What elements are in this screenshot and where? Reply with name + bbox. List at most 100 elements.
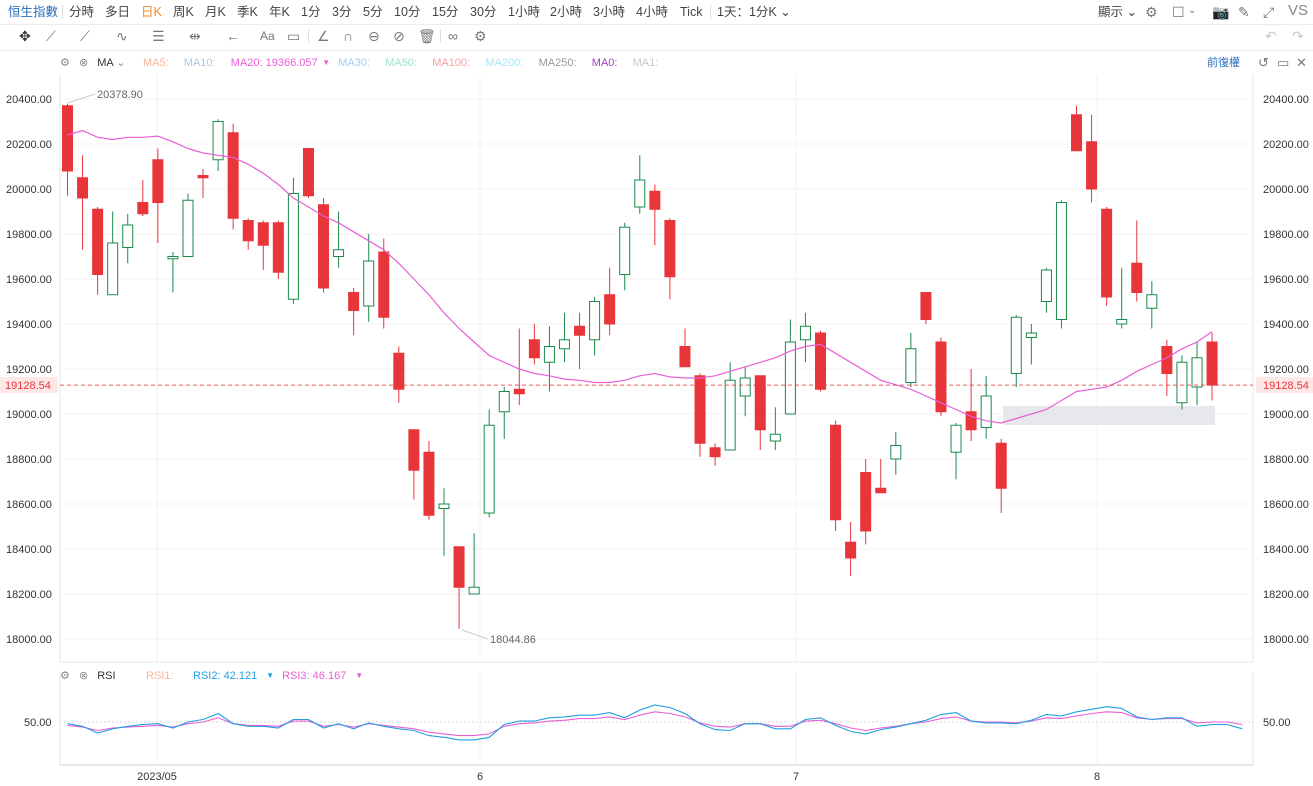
period-tab[interactable]: 5分 [363, 5, 383, 19]
trash-icon[interactable]: 🗑 [418, 28, 436, 44]
period-tab[interactable]: 1分 [301, 5, 321, 19]
lock-icon[interactable]: ⊖ [368, 28, 380, 44]
price-tick-label-right: 18000.00 [1263, 634, 1309, 646]
period-tab[interactable]: 周K [173, 5, 194, 19]
candle-body-down [664, 220, 676, 278]
ma-legend-item[interactable]: MA0: [591, 57, 618, 69]
text-tool-icon[interactable]: Aa [260, 29, 275, 43]
time-tick-label: 8 [1094, 771, 1100, 783]
period-tab[interactable]: 15分 [432, 5, 459, 19]
ma-legend-item[interactable]: MA250: [538, 57, 577, 69]
polyline-icon[interactable]: ∿ [116, 28, 128, 44]
period-tab[interactable]: 年K [269, 5, 290, 19]
period-tab[interactable]: 季K [237, 5, 258, 19]
candle-body-down [423, 451, 435, 516]
move-icon[interactable]: ✥ [19, 28, 31, 44]
restore-icon[interactable]: ▭ [1277, 55, 1290, 70]
chevron-down-icon: ⌄ [780, 5, 791, 19]
ma-legend-item[interactable]: MA200: [485, 57, 524, 69]
redo-icon[interactable]: ↷ [1292, 28, 1304, 44]
rsi-legend-item[interactable]: RSI3: 46.167 [282, 670, 347, 682]
dropdown-arrow-icon[interactable]: ▼ [266, 671, 275, 680]
period-tab[interactable]: 4小時 [636, 5, 668, 19]
magnet-icon[interactable]: ∩ [343, 28, 354, 44]
period-tab[interactable]: Tick [680, 5, 703, 19]
index-name[interactable]: 恒生指數 [8, 5, 59, 19]
candle-body-down [453, 546, 465, 588]
period-tab[interactable]: 多日 [105, 5, 131, 19]
layout-icon[interactable]: ☐ [1172, 4, 1185, 20]
candle-body-down [649, 190, 661, 210]
candle-body-down [830, 424, 842, 521]
candle-body-down [574, 325, 586, 336]
time-axis: 2023/05 6 7 8 [137, 771, 1100, 783]
angle-icon[interactable]: ∠ [317, 28, 330, 44]
candle-body-down [709, 447, 721, 458]
candle-body-up [1040, 269, 1052, 302]
display-menu[interactable]: 顯示 ⌄ [1098, 3, 1137, 21]
rsi-legend-item[interactable]: RSI2: 42.121 [193, 670, 258, 682]
chevron-down-icon[interactable]: ⌄ [116, 57, 126, 69]
settings-icon[interactable]: ⚙ [60, 670, 70, 682]
reset-icon[interactable]: ↺ [1258, 55, 1269, 70]
trendline-icon[interactable]: ⟋ [46, 28, 56, 44]
hide-icon[interactable]: ⊘ [393, 28, 405, 44]
period-tab[interactable]: 10分 [394, 5, 421, 19]
ma-legend-item[interactable]: MA100: [432, 57, 471, 69]
ma-legend-item[interactable]: MA30: [338, 57, 370, 69]
ray-icon[interactable]: ⟋ [80, 28, 90, 44]
candle-body-up [724, 379, 736, 451]
period-tab[interactable]: 3分 [332, 5, 352, 19]
ma-legend-item[interactable]: MA20: 19366.057 [230, 57, 318, 69]
adjust-mode[interactable]: 前復權 [1207, 57, 1240, 69]
indicator-name[interactable]: MA [97, 57, 114, 69]
arrow-icon[interactable]: ← [226, 28, 240, 44]
ma-legend-item[interactable]: MA1: [632, 57, 659, 69]
period-tab[interactable]: 月K [205, 5, 226, 19]
period-tab[interactable]: 分時 [69, 5, 95, 19]
indicator-name[interactable]: RSI [97, 670, 116, 682]
period-tab-active[interactable]: 日K [141, 5, 162, 19]
ma-legend-item[interactable]: MA10: [183, 57, 216, 69]
fullscreen-icon[interactable]: ⤢ [1263, 4, 1275, 20]
candle-body-down [92, 208, 104, 275]
combo-period-select[interactable]: 1天：1分K ⌄ [717, 3, 791, 21]
pencil-icon[interactable]: ✎ [1238, 4, 1250, 20]
candle-body-up [769, 433, 781, 442]
highlight-zone [1003, 406, 1215, 425]
candle-body-down [694, 375, 706, 444]
ma-legend-item[interactable]: MA50: [385, 57, 417, 69]
period-tab[interactable]: 30分 [470, 5, 497, 19]
candle-body-down [318, 204, 330, 289]
candle-body-down [995, 442, 1007, 489]
close-icon[interactable]: ⊗ [78, 670, 89, 682]
settings-icon[interactable]: ⚙ [60, 57, 70, 69]
candle-body-up [212, 121, 224, 161]
candle-body-up [182, 199, 194, 257]
tool-settings-icon[interactable]: ⚙ [474, 28, 487, 44]
rsi-legend-item[interactable]: RSI1: [146, 670, 174, 682]
link-icon[interactable]: ∞ [448, 28, 458, 44]
comment-icon[interactable]: ▭ [287, 28, 301, 44]
rsi-legend: ⚙ ⊗ RSI [60, 668, 116, 684]
camera-icon[interactable]: 📷 [1212, 4, 1230, 20]
price-tick-label-left: 18400.00 [6, 544, 52, 556]
measure-icon[interactable]: ⇹ [189, 28, 201, 44]
close-pane-icon[interactable]: ✕ [1296, 55, 1307, 70]
candle-body-up [1010, 316, 1022, 374]
ma-legend-item[interactable]: MA5: [143, 57, 169, 69]
close-icon[interactable]: ⊗ [78, 57, 89, 69]
dropdown-arrow-icon[interactable]: ▼ [322, 58, 331, 67]
candle-body-up [558, 339, 570, 350]
period-tab[interactable]: 1小時 [508, 5, 540, 19]
settings-icon[interactable]: ⚙ [1145, 4, 1158, 20]
dropdown-arrow-icon[interactable]: ▼ [355, 671, 364, 680]
period-tab[interactable]: 2小時 [550, 5, 582, 19]
time-tick-label: 7 [793, 771, 799, 783]
channel-icon[interactable]: ☰ [152, 28, 165, 44]
undo-icon[interactable]: ↶ [1265, 28, 1277, 44]
period-tab[interactable]: 3小時 [593, 5, 625, 19]
rsi2-line [67, 704, 1243, 741]
chevron-down-icon[interactable]: ⌄ [1188, 5, 1197, 16]
